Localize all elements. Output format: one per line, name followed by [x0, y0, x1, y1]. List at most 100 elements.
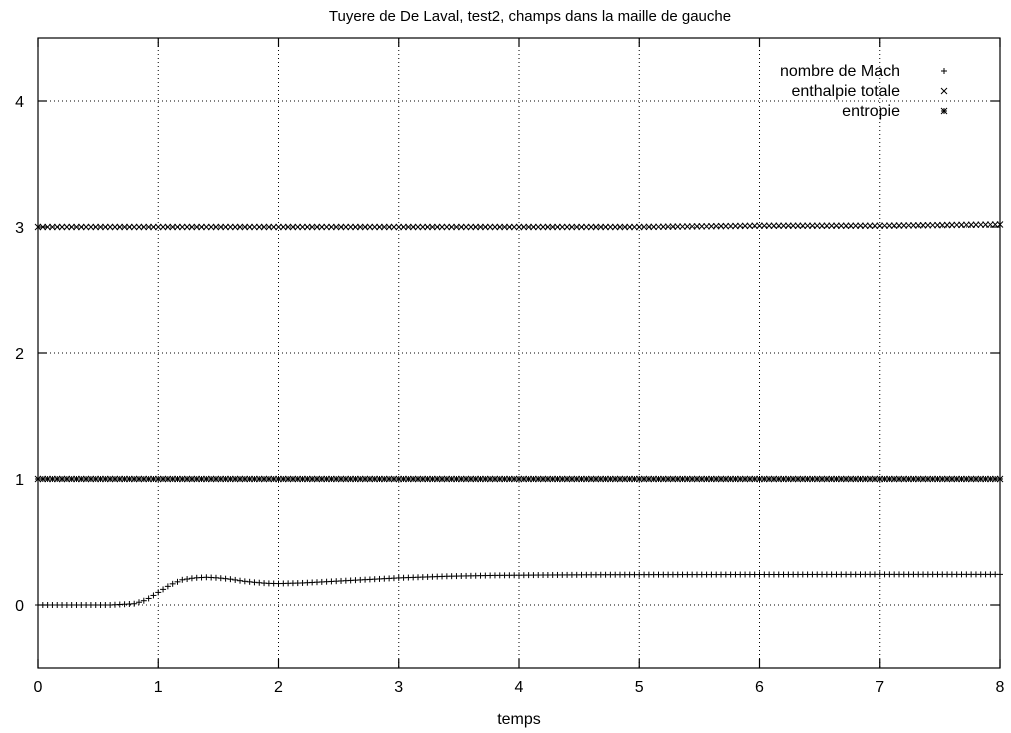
legend: nombre de Mach enthalpie totale entropie [780, 63, 948, 120]
data-point [92, 223, 100, 231]
data-point [241, 578, 248, 585]
data-point [193, 223, 201, 231]
x-tick-label: 1 [154, 679, 163, 696]
data-point [207, 475, 215, 483]
data-point [861, 222, 869, 230]
data-point [929, 475, 937, 483]
data-point [207, 223, 215, 231]
data-point [63, 475, 71, 483]
data-point [756, 475, 763, 483]
data-point [53, 223, 61, 231]
data-point [664, 475, 672, 483]
data-point [87, 475, 95, 483]
data-point [337, 223, 345, 231]
data-series [34, 221, 1004, 608]
series-1 [34, 221, 1004, 231]
data-point [101, 223, 109, 231]
data-point [352, 475, 359, 483]
data-point [361, 223, 369, 231]
data-point [785, 222, 792, 230]
data-point [857, 475, 864, 483]
data-point [97, 223, 104, 231]
data-point [467, 223, 475, 231]
data-point [621, 475, 629, 483]
data-point [578, 223, 585, 231]
data-point [664, 223, 672, 231]
data-point [164, 223, 172, 231]
data-point [765, 475, 773, 483]
data-point [544, 223, 552, 231]
data-point [746, 222, 754, 230]
data-point [380, 223, 388, 231]
data-point [554, 223, 561, 231]
data-point [881, 222, 888, 230]
data-point [943, 221, 951, 229]
data-point [284, 223, 292, 231]
data-point [429, 223, 436, 231]
x-tick-label: 3 [394, 679, 403, 696]
data-point [255, 223, 263, 231]
data-point [582, 223, 590, 231]
data-point [669, 223, 677, 231]
data-point [842, 475, 850, 483]
data-point [395, 223, 403, 231]
data-point [717, 222, 725, 230]
data-point [53, 475, 61, 483]
data-point [722, 222, 730, 230]
data-point [164, 583, 171, 590]
data-point [708, 222, 715, 230]
data-point [332, 223, 340, 231]
data-point [169, 223, 177, 231]
data-point [145, 595, 152, 602]
data-point [477, 223, 484, 231]
series-2 [34, 475, 1004, 483]
data-point [284, 475, 292, 483]
data-point [121, 223, 128, 231]
data-point [246, 578, 253, 585]
data-point [106, 475, 114, 483]
legend-label-enthalpie: enthalpie totale [791, 83, 900, 100]
legend-label-entropie: entropie [842, 103, 900, 120]
data-point [472, 223, 480, 231]
data-point [982, 475, 989, 483]
data-point [506, 223, 513, 231]
data-point [405, 223, 412, 231]
data-point [645, 223, 653, 231]
y-tick-label: 0 [15, 598, 24, 615]
data-point [847, 222, 855, 230]
data-point [818, 222, 826, 230]
data-point [178, 223, 186, 231]
axis-ticks: 0 1 2 3 4 5 6 7 8 0 1 2 3 4 [15, 38, 1005, 696]
y-tick-label: 2 [15, 346, 24, 363]
data-point [275, 475, 282, 483]
data-point [174, 223, 181, 231]
data-point [626, 223, 633, 231]
data-point [616, 475, 624, 483]
data-point [188, 223, 196, 231]
data-point [953, 221, 961, 229]
data-point [852, 222, 860, 230]
data-point [126, 223, 133, 231]
data-point [77, 223, 85, 231]
data-point [275, 223, 282, 231]
data-point [270, 223, 278, 231]
data-point [159, 223, 167, 231]
data-point [558, 475, 566, 483]
data-point [852, 475, 860, 483]
data-point [785, 475, 792, 483]
data-point [967, 221, 975, 229]
data-point [698, 222, 706, 230]
data-point [198, 223, 205, 231]
y-tick-label: 1 [15, 472, 24, 489]
data-point [688, 475, 696, 483]
data-point [106, 223, 114, 231]
data-point [131, 600, 138, 607]
data-point [573, 223, 581, 231]
data-point [49, 223, 56, 231]
data-point [308, 475, 316, 483]
data-point [539, 223, 547, 231]
data-point [563, 475, 571, 483]
data-point [741, 222, 749, 230]
data-point [241, 223, 249, 231]
data-point [385, 223, 393, 231]
